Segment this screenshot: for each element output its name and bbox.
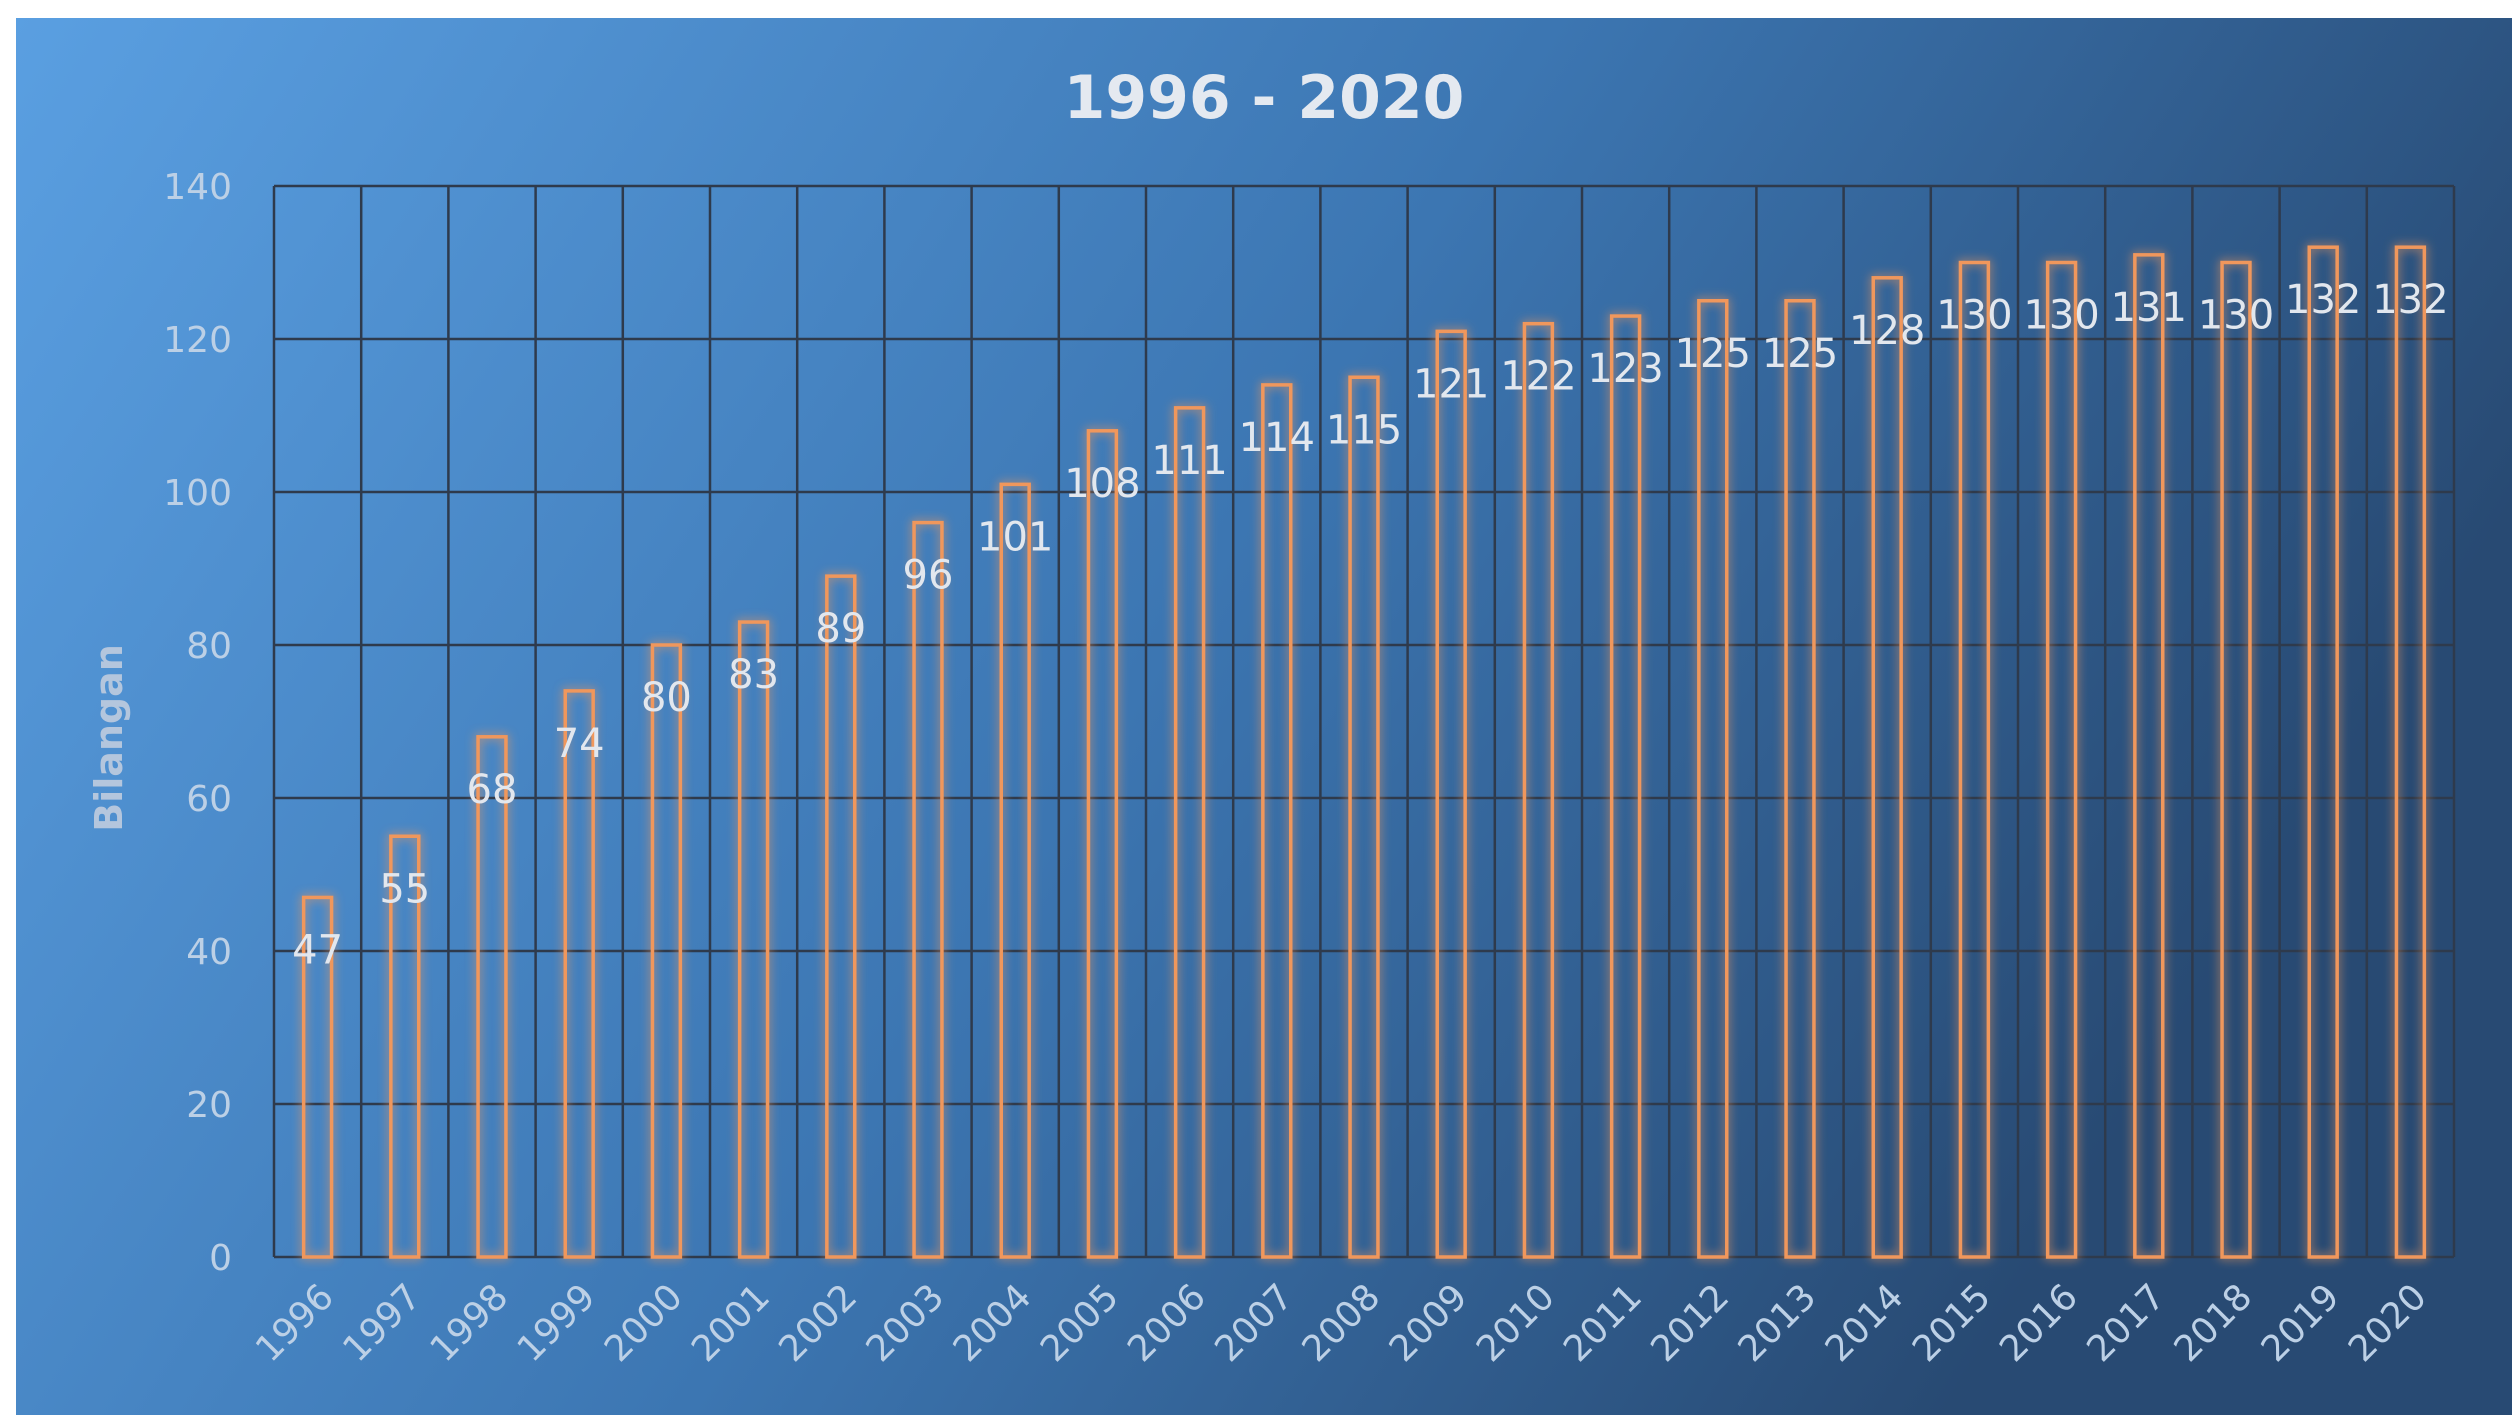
- bar-2014: [1871, 276, 1903, 1259]
- y-tick-label: 80: [186, 626, 232, 667]
- data-label-2014: 128: [1849, 308, 1925, 354]
- bar-2004: [999, 482, 1031, 1259]
- bar-2019: [2307, 245, 2339, 1259]
- data-label-2019: 132: [2285, 277, 2361, 323]
- y-tick-label: 140: [163, 167, 232, 208]
- y-tick-label: 0: [209, 1238, 232, 1279]
- bar-2005: [1086, 429, 1119, 1259]
- bar-2017: [2133, 253, 2165, 1259]
- bar-1996: [301, 895, 334, 1259]
- y-axis-ticks: 0 20 40 60 80 100 120 140: [163, 167, 232, 1279]
- data-label-2009: 121: [1413, 361, 1489, 407]
- bar-2018: [2220, 260, 2252, 1259]
- bar-2002: [825, 574, 857, 1259]
- data-label-2017: 131: [2111, 285, 2187, 331]
- data-label-2012: 125: [1675, 331, 1751, 377]
- chart-title: 1996 - 2020: [1064, 63, 1465, 133]
- grid-layer: [272, 184, 2456, 1259]
- data-label-2005: 108: [1064, 461, 1140, 507]
- data-label-2003: 96: [903, 553, 954, 599]
- bar-2003: [912, 520, 944, 1259]
- data-label-2016: 130: [2023, 293, 2099, 339]
- bars-layer: [301, 245, 2427, 1259]
- data-label-2001: 83: [728, 652, 779, 698]
- bar-2011: [1609, 314, 1642, 1259]
- bar-2012: [1697, 299, 1729, 1259]
- data-label-2011: 123: [1587, 346, 1663, 392]
- bar-1999: [563, 689, 595, 1259]
- chart-panel: 1996 - 2020 Bilangan 0 20 40 60 80 100 120 140 …: [16, 18, 2512, 1415]
- y-tick-label: 20: [186, 1085, 232, 1126]
- y-axis-label: Bilangan: [87, 644, 131, 832]
- bar-1998: [476, 735, 508, 1259]
- bar-2016: [2045, 260, 2078, 1259]
- y-tick-label: 60: [186, 779, 232, 820]
- bar-2000: [650, 643, 683, 1259]
- data-label-2020: 132: [2372, 277, 2448, 323]
- bar-2008: [1348, 375, 1380, 1259]
- data-label-2004: 101: [977, 514, 1053, 560]
- data-label-2013: 125: [1762, 331, 1838, 377]
- bar-2013: [1784, 299, 1816, 1259]
- data-label-1996: 47: [292, 927, 343, 973]
- data-label-2007: 114: [1239, 415, 1315, 461]
- bar-2001: [737, 620, 770, 1259]
- data-label-1997: 55: [379, 866, 430, 912]
- data-label-2008: 115: [1326, 407, 1402, 453]
- bar-2015: [1958, 260, 1991, 1259]
- data-label-2006: 111: [1151, 438, 1227, 484]
- data-label-2018: 130: [2198, 293, 2274, 339]
- bar-2007: [1261, 383, 1293, 1259]
- y-tick-label: 120: [163, 320, 232, 361]
- bar-2006: [1173, 406, 1206, 1259]
- data-label-1998: 68: [467, 767, 518, 813]
- data-label-2010: 122: [1500, 354, 1576, 400]
- y-tick-label: 40: [186, 932, 232, 973]
- bar-2009: [1435, 329, 1467, 1259]
- data-label-2000: 80: [641, 675, 692, 721]
- y-tick-label: 100: [163, 473, 232, 514]
- bar-2020: [2394, 245, 2427, 1259]
- bar-1997: [389, 834, 421, 1259]
- data-label-2015: 130: [1936, 293, 2012, 339]
- bar-chart: 1996 - 2020 Bilangan 020406080100120140 …: [16, 18, 2512, 1415]
- data-label-1999: 74: [554, 721, 605, 767]
- bar-2010: [1522, 321, 1555, 1259]
- data-label-2002: 89: [815, 606, 866, 652]
